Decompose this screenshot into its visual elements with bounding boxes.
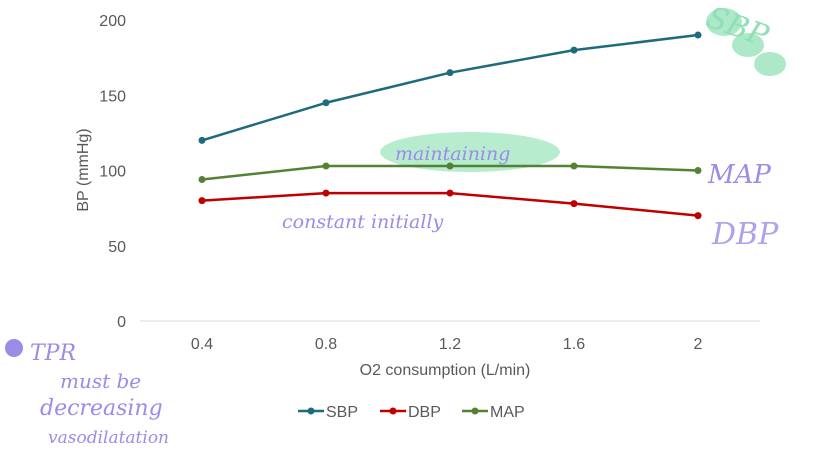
tpr-annotation-line1: TPR <box>30 341 76 366</box>
map-point <box>570 162 578 170</box>
legend: SBP DBP MAP <box>298 404 525 421</box>
y-tick-label: 0 <box>117 314 126 331</box>
legend-label: SBP <box>326 404 358 421</box>
y-tick-label: 100 <box>99 164 126 181</box>
map-point <box>446 162 454 170</box>
series-sbp <box>198 31 702 144</box>
x-tick-label: 2 <box>694 336 703 353</box>
legend-item-sbp: SBP <box>298 404 358 421</box>
dbp-point <box>446 189 454 197</box>
legend-label: MAP <box>490 404 525 421</box>
constant-initially-annotation: constant initially <box>282 211 444 233</box>
tpr-annotation-line4: vasodilatation <box>48 428 169 448</box>
dbp-point <box>322 189 330 197</box>
sbp-point <box>694 31 702 39</box>
sbp-line <box>201 33 699 142</box>
map-point <box>198 176 206 184</box>
x-tick-labels: 0.4 0.8 1.2 1.6 2 <box>191 336 703 353</box>
map-point <box>694 167 702 174</box>
bullet-mark <box>5 339 23 357</box>
legend-item-map: MAP <box>462 404 525 421</box>
map-annotation: MAP <box>707 160 771 190</box>
legend-swatch-marker <box>307 407 315 415</box>
legend-swatch-marker <box>471 407 479 415</box>
dbp-annotation: DBP <box>711 217 779 252</box>
maintaining-highlight <box>380 132 560 172</box>
tpr-annotation-line2: must be <box>60 369 141 393</box>
y-axis-title: BP (mmHg) <box>75 128 92 211</box>
series-map <box>198 162 702 184</box>
y-tick-label: 150 <box>99 88 126 105</box>
dbp-point <box>570 200 578 208</box>
legend-label: DBP <box>408 404 441 421</box>
x-tick-label: 0.8 <box>315 336 337 353</box>
series-dbp <box>198 189 702 220</box>
sbp-highlight <box>706 8 786 76</box>
x-tick-label: 0.4 <box>191 336 213 353</box>
y-tick-label: 50 <box>108 239 126 256</box>
dbp-point <box>694 212 702 220</box>
x-tick-label: 1.2 <box>439 336 461 353</box>
sbp-point <box>446 69 454 77</box>
series-layer <box>198 31 702 220</box>
legend-item-dbp: DBP <box>380 404 441 421</box>
y-tick-labels: 0 50 100 150 200 <box>99 13 126 331</box>
legend-swatch-marker <box>389 407 397 415</box>
sbp-point <box>322 99 330 107</box>
tpr-annotation-line3: decreasing <box>40 396 163 421</box>
x-axis-title: O2 consumption (L/min) <box>360 362 531 379</box>
dbp-point <box>198 197 206 205</box>
x-tick-label: 1.6 <box>563 336 585 353</box>
y-tick-label: 200 <box>99 13 126 30</box>
sbp-point <box>198 136 206 144</box>
maintaining-annotation: maintaining <box>395 143 510 165</box>
sbp-point <box>570 46 578 54</box>
map-point <box>322 162 330 170</box>
